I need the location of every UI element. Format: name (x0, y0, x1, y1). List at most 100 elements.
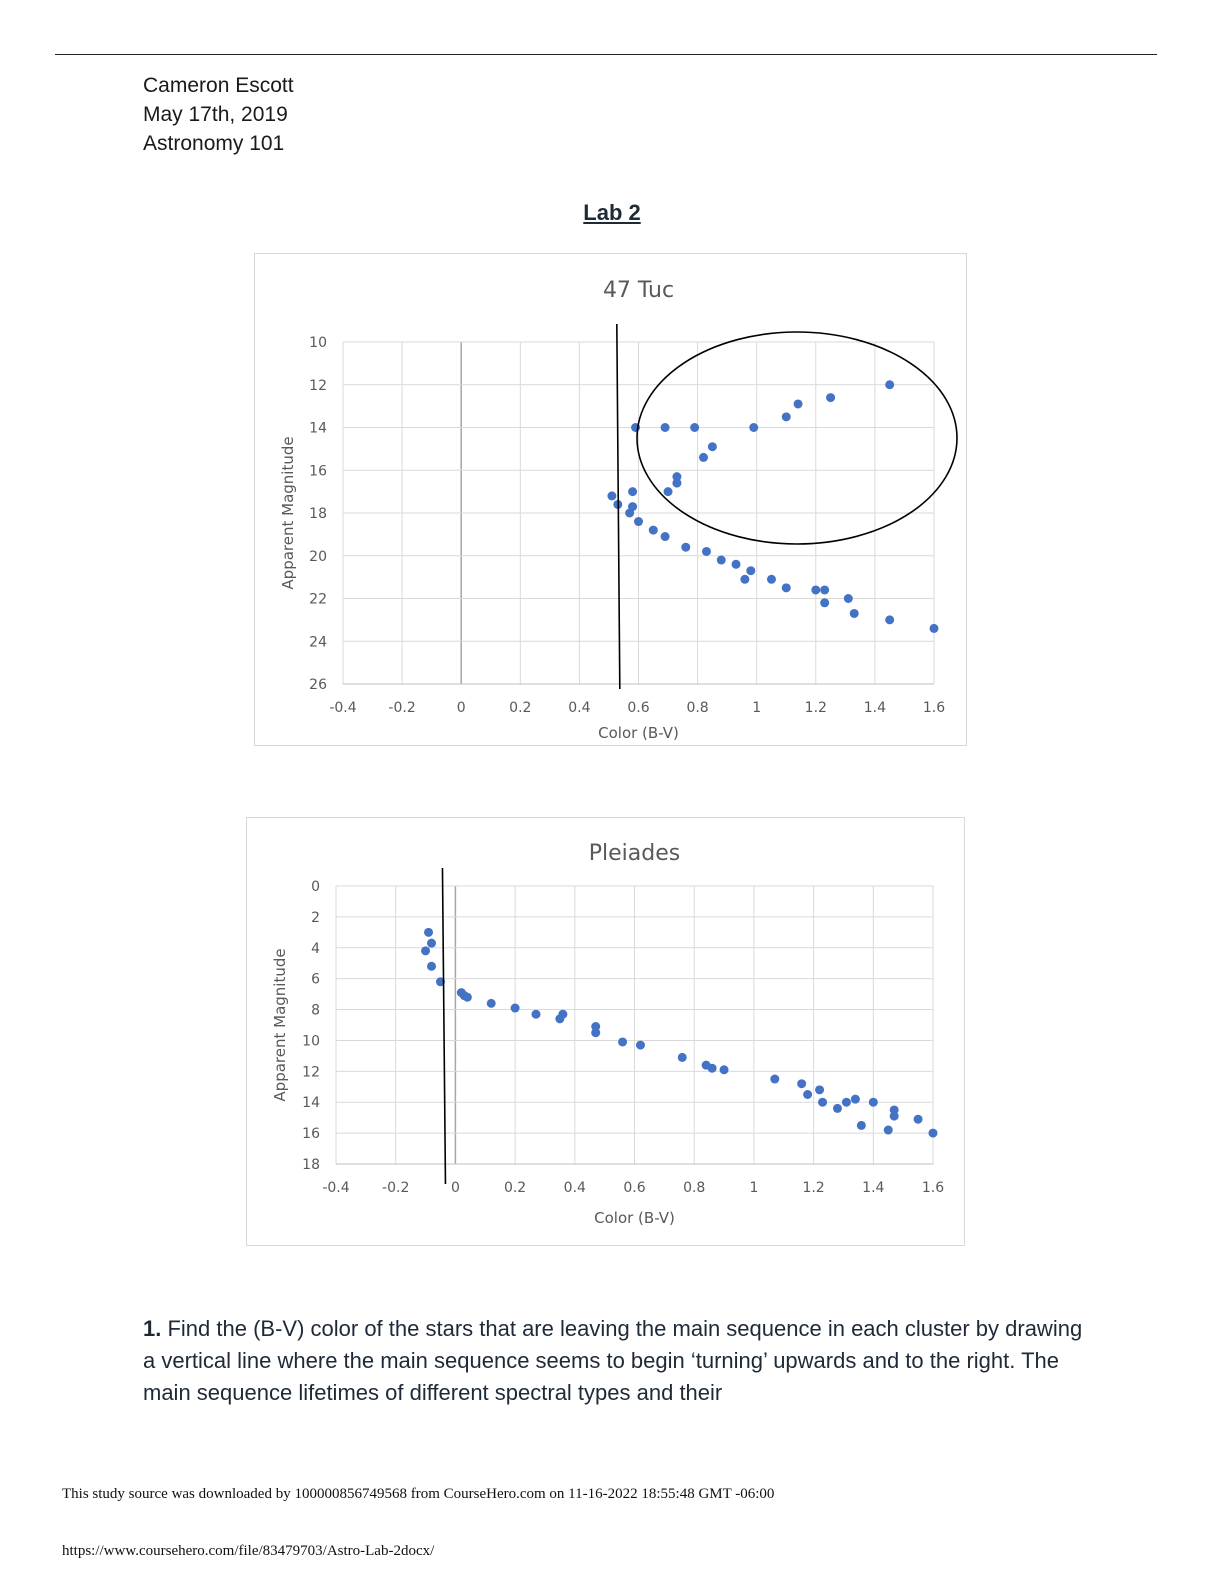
x-tick-label: 0.2 (504, 1180, 526, 1196)
data-point (558, 1009, 568, 1019)
data-point (889, 1105, 899, 1115)
footer-source-note: This study source was downloaded by 1000… (62, 1486, 775, 1502)
data-point (421, 946, 431, 956)
y-tick-label: 12 (302, 1064, 320, 1080)
data-point (660, 423, 670, 432)
x-tick-label: 1.4 (864, 700, 886, 716)
data-point (832, 1103, 842, 1113)
x-tick-label: -0.2 (388, 700, 415, 716)
chart-pleiades-svg: -0.4 -0.2 0 0.2 0.4 0.6 0.8 1 1.2 1.4 1.6 0 2 4 6 8 10 12… (271, 841, 944, 1227)
data-point (672, 472, 682, 482)
x-tick-label: 0.4 (564, 1180, 586, 1196)
data-point (781, 583, 791, 593)
data-point (913, 1114, 923, 1124)
data-point (719, 1065, 729, 1075)
y-tick-label: 8 (311, 1003, 320, 1019)
turnoff-line (616, 323, 621, 690)
footer-url: https://www.coursehero.com/file/83479703… (62, 1543, 435, 1559)
x-tick-label: -0.4 (322, 1180, 349, 1196)
author-name: Cameron Escott (143, 74, 294, 97)
x-tick-label: 1.6 (922, 1180, 944, 1196)
data-point (885, 615, 895, 625)
x-tick-label: 1.2 (802, 1180, 824, 1196)
data-point (820, 585, 830, 595)
data-point (591, 1022, 601, 1032)
x-tick-label: 0.4 (568, 700, 590, 716)
data-point (928, 1128, 938, 1138)
y-tick-label: 14 (309, 421, 327, 437)
data-point (648, 525, 658, 535)
data-point (677, 1052, 687, 1062)
x-tick-label: 0 (451, 1180, 460, 1196)
data-point (849, 608, 859, 618)
x-tick-label: 1 (752, 700, 761, 716)
data-point (681, 542, 691, 552)
data-point (510, 1003, 520, 1013)
question-1: 1. Find the (B-V) color of the stars tha… (143, 1313, 1083, 1409)
x-tick-label: 0.2 (509, 700, 531, 716)
data-point (746, 566, 756, 576)
course-name: Astronomy 101 (143, 132, 285, 155)
y-tick-label: 0 (311, 879, 320, 895)
data-point (811, 585, 821, 595)
x-tick-label: 1.6 (923, 700, 945, 716)
y-axis-label: Apparent Magnitude (279, 436, 297, 589)
y-tick-label: 20 (309, 549, 327, 565)
data-point (820, 598, 830, 608)
data-point (803, 1090, 813, 1099)
x-axis-label: Color (B-V) (594, 1209, 675, 1227)
data-point (690, 423, 700, 432)
data-point (731, 559, 741, 569)
data-point (929, 623, 939, 633)
y-tick-label: 16 (309, 463, 327, 479)
data-point (618, 1037, 628, 1047)
data-point (818, 1097, 828, 1107)
x-tick-label: -0.2 (382, 1180, 409, 1196)
header-block: Cameron Escott May 17th, 2019 Astronomy … (143, 71, 294, 158)
data-point (660, 532, 670, 542)
y-tick-label: 26 (309, 677, 327, 693)
y-tick-label: 18 (302, 1157, 320, 1173)
data-point (634, 517, 643, 527)
data-point (885, 380, 895, 390)
data-point (815, 1085, 825, 1095)
data-point (770, 1074, 780, 1084)
x-tick-label: 1.2 (805, 700, 827, 716)
data-point (781, 412, 791, 422)
data-point (591, 1028, 601, 1038)
chart-pleiades: -0.4 -0.2 0 0.2 0.4 0.6 0.8 1 1.2 1.4 1.6 0 2 4 6 8 10 12… (246, 817, 965, 1246)
chart-47-tuc-svg: -0.4 -0.2 0 0.2 0.4 0.6 0.8 1 1.2 1.4 1.6 10 12 14 16 1… (279, 278, 958, 742)
x-tick-label: 1 (749, 1180, 758, 1196)
y-tick-label: 4 (311, 941, 320, 957)
x-tick-label: 0.6 (623, 1180, 645, 1196)
chart-title: 47 Tuc (603, 278, 674, 303)
question-number: 1. (143, 1316, 162, 1341)
y-axis-label: Apparent Magnitude (271, 948, 289, 1101)
data-point (699, 452, 709, 462)
x-tick-label: -0.4 (329, 700, 356, 716)
data-point (716, 555, 726, 565)
data-point (749, 423, 759, 432)
y-tick-label: 10 (309, 335, 327, 351)
chart-47-tuc: -0.4 -0.2 0 0.2 0.4 0.6 0.8 1 1.2 1.4 1.6 10 12 14 16 1… (254, 253, 967, 746)
data-point (427, 961, 437, 971)
data-point (850, 1094, 860, 1104)
data-point (701, 546, 711, 556)
x-tick-label: 0.6 (627, 700, 649, 716)
document-title: Lab 2 (583, 200, 641, 225)
data-point (424, 927, 434, 937)
data-point (427, 938, 437, 948)
turnoff-line (441, 867, 447, 1185)
data-point (635, 1040, 645, 1050)
data-point (607, 491, 617, 501)
data-point (766, 574, 776, 584)
chart-title: Pleiades (589, 841, 680, 866)
x-tick-label: 0.8 (683, 1180, 705, 1196)
data-point (628, 487, 638, 497)
x-tick-label: 0.8 (686, 700, 708, 716)
data-point (531, 1009, 541, 1019)
data-point (793, 399, 803, 409)
data-point (486, 998, 496, 1008)
data-point (883, 1125, 893, 1135)
x-tick-label: 0 (457, 700, 466, 716)
